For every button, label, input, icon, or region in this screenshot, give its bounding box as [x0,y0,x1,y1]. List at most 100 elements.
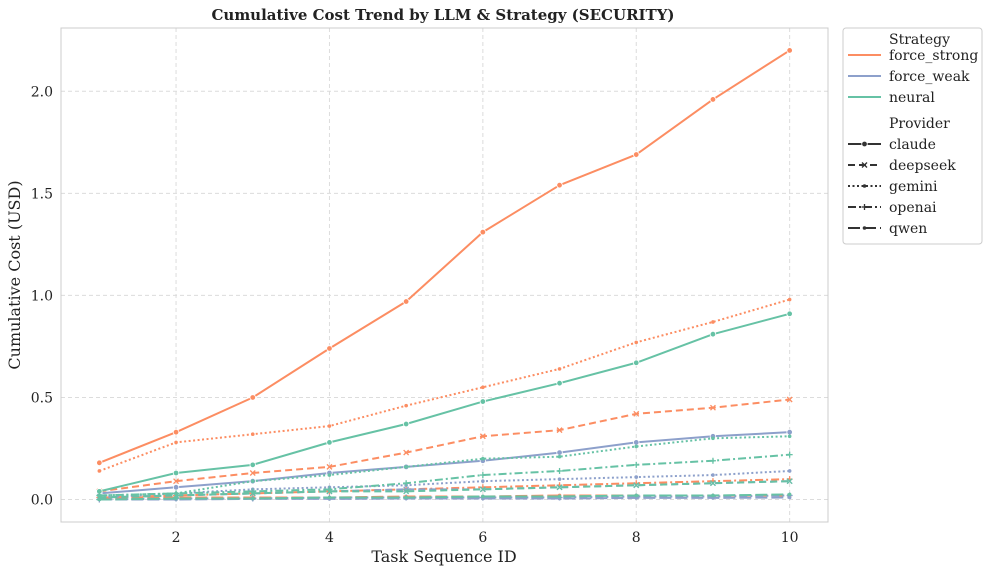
data-point [250,432,255,437]
data-point [327,495,332,500]
series-neural-deepseek [96,478,793,501]
data-point [249,394,256,401]
x-tick-label: 4 [325,530,334,546]
data-point [479,398,487,405]
y-axis-label: Cumulative Cost (USD) [5,180,24,369]
data-point [172,428,180,436]
data-point [404,403,408,408]
x-axis-label: Task Sequence ID [371,547,516,566]
data-point [634,444,639,449]
legend-strategy-title: Strategy [889,32,950,48]
data-point [709,404,716,411]
series-line [99,298,790,472]
legend-strategy-label: neural [889,90,935,106]
data-point [634,340,639,345]
data-point [249,490,256,497]
series-line [99,435,790,497]
series-neural-claude [96,310,793,495]
data-point [174,440,178,445]
data-point [556,484,563,491]
series-neural-openai [96,451,793,499]
data-point [633,410,640,417]
data-point [786,428,793,436]
legend-provider-title: Provider [889,116,950,132]
data-point [557,454,562,459]
data-point [633,482,640,489]
plot-area [60,27,829,523]
data-point [97,469,102,473]
data-point [404,495,408,500]
data-point [403,480,410,487]
series-line [99,480,790,499]
x-tick-label: 10 [781,530,799,546]
series-neural-qwen [97,492,792,502]
series-force_strong-gemini [97,297,792,473]
series-line [99,493,790,501]
data-point [327,473,332,477]
data-point [481,479,485,483]
data-point [250,479,255,483]
series-force_strong-claude [96,47,793,467]
data-point [479,486,486,493]
data-point [556,379,563,387]
data-point [479,228,487,236]
data-point [172,469,180,477]
data-point [249,461,256,469]
data-point [556,427,563,434]
y-tick-label: 0.0 [31,493,53,509]
data-point [404,465,408,469]
data-point [172,484,180,491]
data-point [633,461,640,468]
y-tick-label: 2.0 [31,84,53,100]
tick-labels: 2 4 6 8 10 0.0 0.5 1.0 1.5 2.0 [31,84,799,546]
data-point [326,345,333,352]
data-point [326,463,333,470]
data-point [711,436,715,441]
data-point [174,496,178,501]
data-point [557,494,562,499]
x-tick-label: 2 [172,530,181,546]
legend-strategy-label: force_weak [889,69,970,85]
legend-provider-label: openai [889,200,937,216]
series-neural-gemini [97,434,792,498]
x-tick-label: 6 [478,530,487,546]
data-point [787,492,792,497]
data-point [787,297,792,302]
data-point [173,492,180,499]
legend-provider-label: qwen [889,221,927,237]
legend-marker [862,184,867,188]
data-point [402,420,410,428]
data-point [786,451,793,458]
series-line [99,398,790,493]
data-point [787,495,792,500]
legend-marker [861,162,868,168]
series-line [99,431,790,495]
data-point [250,496,255,501]
legend-providers: claude deepseek gemini openai qwen [848,137,956,237]
series-layer [96,47,793,503]
data-point [326,439,333,446]
series-line [99,453,790,497]
legend-box [842,27,983,245]
data-point [402,298,410,305]
data-point [556,467,563,474]
y-tick-label: 0.5 [31,390,53,406]
data-point [403,488,410,495]
data-point [786,47,793,54]
data-point [249,470,256,476]
data-point [711,493,715,498]
series-force_strong-deepseek [96,396,793,495]
data-point [96,459,103,467]
data-point [787,434,792,439]
series-line [98,49,791,464]
data-point [711,320,715,324]
legend-marker [861,140,868,148]
data-point [633,439,640,446]
data-point [711,473,715,477]
data-point [481,385,485,390]
data-point [479,472,486,479]
data-point [634,493,639,498]
legend-marker [862,226,867,230]
data-point [709,96,717,103]
